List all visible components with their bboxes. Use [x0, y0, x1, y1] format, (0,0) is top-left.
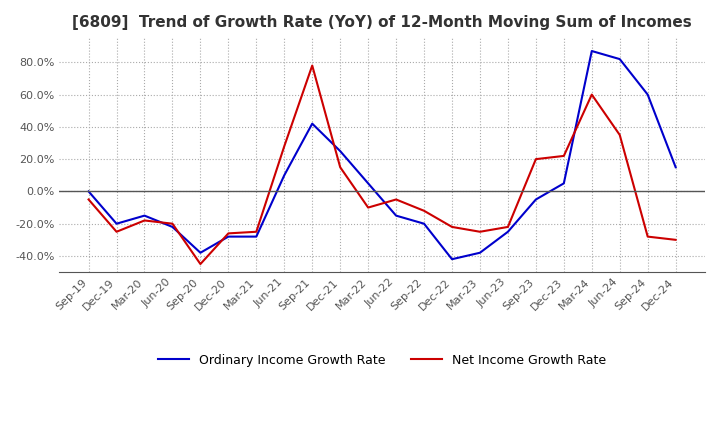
Net Income Growth Rate	[476, 229, 485, 235]
Ordinary Income Growth Rate	[671, 165, 680, 170]
Ordinary Income Growth Rate	[196, 250, 204, 255]
Ordinary Income Growth Rate	[364, 181, 372, 186]
Net Income Growth Rate	[503, 224, 512, 230]
Net Income Growth Rate	[308, 63, 317, 68]
Net Income Growth Rate	[140, 218, 149, 223]
Ordinary Income Growth Rate	[392, 213, 400, 218]
Net Income Growth Rate	[224, 231, 233, 236]
Ordinary Income Growth Rate	[84, 189, 93, 194]
Net Income Growth Rate	[559, 153, 568, 158]
Ordinary Income Growth Rate	[336, 148, 344, 154]
Ordinary Income Growth Rate	[252, 234, 261, 239]
Net Income Growth Rate	[280, 143, 289, 149]
Net Income Growth Rate	[588, 92, 596, 97]
Ordinary Income Growth Rate	[224, 234, 233, 239]
Legend: Ordinary Income Growth Rate, Net Income Growth Rate: Ordinary Income Growth Rate, Net Income …	[153, 348, 611, 371]
Ordinary Income Growth Rate	[616, 56, 624, 62]
Ordinary Income Growth Rate	[448, 257, 456, 262]
Ordinary Income Growth Rate	[140, 213, 149, 218]
Net Income Growth Rate	[336, 165, 344, 170]
Net Income Growth Rate	[531, 157, 540, 162]
Ordinary Income Growth Rate	[503, 229, 512, 235]
Ordinary Income Growth Rate	[308, 121, 317, 126]
Net Income Growth Rate	[364, 205, 372, 210]
Ordinary Income Growth Rate	[559, 181, 568, 186]
Title: [6809]  Trend of Growth Rate (YoY) of 12-Month Moving Sum of Incomes: [6809] Trend of Growth Rate (YoY) of 12-…	[72, 15, 692, 30]
Net Income Growth Rate	[392, 197, 400, 202]
Ordinary Income Growth Rate	[531, 197, 540, 202]
Ordinary Income Growth Rate	[420, 221, 428, 226]
Net Income Growth Rate	[196, 261, 204, 267]
Ordinary Income Growth Rate	[280, 172, 289, 178]
Net Income Growth Rate	[168, 221, 177, 226]
Net Income Growth Rate	[671, 237, 680, 242]
Line: Net Income Growth Rate: Net Income Growth Rate	[89, 66, 675, 264]
Net Income Growth Rate	[112, 229, 121, 235]
Ordinary Income Growth Rate	[588, 48, 596, 54]
Net Income Growth Rate	[84, 197, 93, 202]
Net Income Growth Rate	[616, 132, 624, 138]
Net Income Growth Rate	[420, 208, 428, 213]
Ordinary Income Growth Rate	[168, 224, 177, 230]
Net Income Growth Rate	[252, 229, 261, 235]
Ordinary Income Growth Rate	[644, 92, 652, 97]
Line: Ordinary Income Growth Rate: Ordinary Income Growth Rate	[89, 51, 675, 259]
Net Income Growth Rate	[644, 234, 652, 239]
Net Income Growth Rate	[448, 224, 456, 230]
Ordinary Income Growth Rate	[476, 250, 485, 255]
Ordinary Income Growth Rate	[112, 221, 121, 226]
